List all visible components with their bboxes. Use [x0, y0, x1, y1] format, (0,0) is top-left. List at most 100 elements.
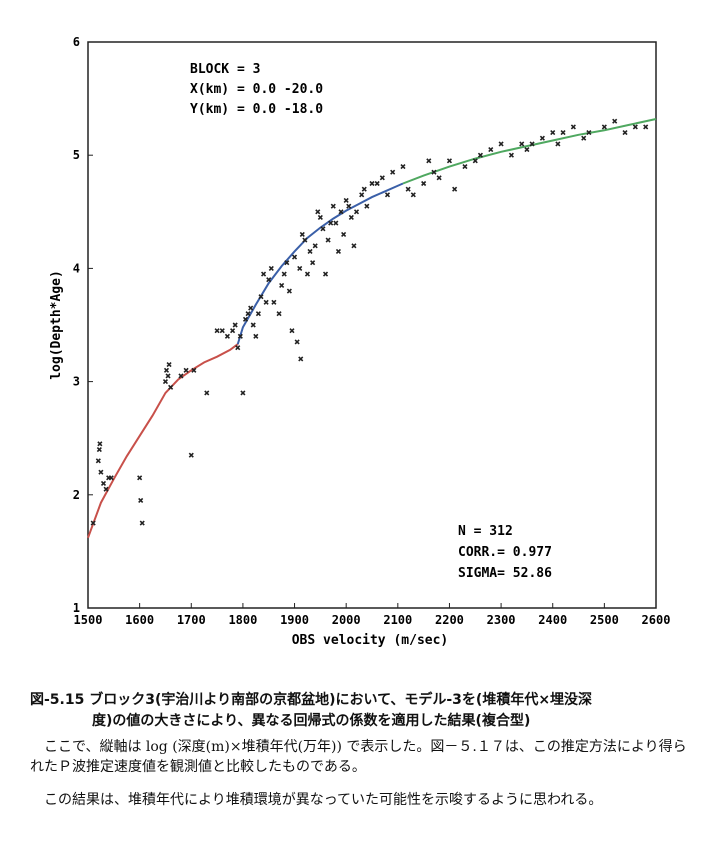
data-point	[294, 339, 300, 345]
data-point	[289, 328, 295, 334]
x-tick-label: 2100	[383, 613, 412, 627]
data-point	[137, 475, 143, 481]
data-point	[539, 135, 545, 141]
data-point	[446, 158, 453, 164]
data-point	[364, 203, 370, 209]
regression-curve-1	[87, 343, 239, 539]
y-tick-label: 1	[73, 601, 80, 615]
data-point	[253, 333, 259, 339]
data-point	[204, 390, 210, 396]
y-tick-label: 4	[73, 261, 80, 275]
block-info-line: Y(km) = 0.0 -18.0	[190, 102, 323, 117]
data-point	[96, 446, 102, 453]
data-point	[103, 486, 109, 492]
data-point	[361, 186, 367, 192]
block-info: BLOCK = 3 X(km) = 0.0 -20.0 Y(km) = 0.0 …	[190, 62, 323, 117]
data-point	[255, 311, 261, 317]
y-tick-label: 3	[73, 375, 80, 389]
data-point	[183, 367, 189, 373]
data-point	[302, 237, 308, 243]
data-point	[214, 328, 220, 334]
y-tick-label: 5	[73, 148, 80, 162]
data-point	[421, 180, 427, 187]
data-point	[98, 469, 104, 475]
figure-caption: 図-5.15 ブロック3(宇治川より南部の京都盆地)において、モデル-3を(堆積…	[30, 690, 700, 732]
x-tick-label: 1500	[74, 613, 103, 627]
data-point	[266, 277, 272, 283]
data-point	[612, 118, 618, 124]
x-tick-label: 2000	[332, 613, 361, 627]
data-point	[333, 220, 339, 226]
caption-line: 度)の値の大きさにより、異なる回帰式の係数を適用した結果(複合型)	[92, 713, 531, 729]
body-paragraph: この結果は、堆積年代により堆積環境が異なっていた可能性を示唆するように思われる。	[44, 792, 603, 808]
data-point	[298, 356, 304, 362]
data-point	[317, 214, 323, 221]
data-point	[353, 209, 360, 215]
data-point	[346, 203, 352, 209]
data-point	[165, 373, 171, 379]
data-point	[250, 322, 256, 328]
regression-curve-3	[402, 117, 657, 185]
data-point	[550, 129, 556, 136]
data-point	[242, 316, 249, 322]
data-point	[477, 152, 484, 158]
data-point	[90, 520, 96, 526]
data-point	[322, 271, 329, 277]
caption-line: 図-5.15 ブロック3(宇治川より南部の京都盆地)において、モデル-3を(堆積…	[30, 692, 593, 708]
x-tick-label: 2500	[590, 613, 619, 627]
y-tick-label: 2	[73, 488, 80, 502]
data-point	[555, 141, 561, 147]
x-tick-label: 2200	[435, 613, 464, 627]
data-point	[519, 141, 525, 147]
data-point	[271, 299, 277, 305]
data-point	[498, 141, 504, 147]
chart-svg: 1500 1600 1700 1800 1900 2000 2100 2200 2300 2400…	[49, 35, 670, 648]
stats-info: N = 312 CORR.= 0.977 SIGMA= 52.86	[458, 524, 552, 581]
data-point	[586, 129, 592, 136]
data-point	[279, 282, 285, 288]
data-point	[570, 124, 576, 130]
data-point	[284, 260, 290, 266]
data-point	[168, 384, 174, 390]
data-point	[219, 328, 225, 334]
data-point	[162, 379, 169, 385]
data-point	[369, 180, 375, 187]
data-point	[166, 362, 172, 368]
x-tick-label: 1800	[228, 613, 257, 627]
block-info-line: X(km) = 0.0 -20.0	[190, 82, 323, 97]
data-point	[276, 311, 282, 317]
data-point	[335, 248, 342, 254]
data-point	[351, 243, 357, 249]
y-tick-label: 6	[73, 35, 80, 49]
y-axis-label: log(Depth*Age)	[49, 270, 64, 380]
data-point	[260, 271, 267, 277]
data-point	[426, 158, 432, 164]
body-paragraph: ここで、縦軸は log (深度(m)×堆積年代(万年)) で表示した。図－５.１…	[30, 739, 687, 775]
data-point	[299, 231, 305, 238]
data-point	[374, 180, 380, 187]
data-point	[632, 124, 638, 130]
data-point	[560, 129, 566, 136]
data-point	[138, 497, 144, 504]
data-point	[235, 345, 241, 351]
stats-line: CORR.= 0.977	[458, 545, 552, 560]
data-point	[320, 226, 326, 232]
x-axis-ticks: 1500 1600 1700 1800 1900 2000 2100 2200 2300 2400…	[74, 603, 670, 627]
data-point	[263, 299, 269, 305]
data-point	[310, 260, 316, 266]
data-point	[508, 152, 514, 158]
data-point	[188, 452, 194, 458]
data-point	[108, 475, 114, 481]
data-point	[304, 271, 311, 277]
data-point	[462, 163, 468, 170]
data-point	[379, 175, 385, 181]
data-point	[232, 322, 238, 328]
data-point	[601, 124, 607, 130]
data-point	[291, 254, 298, 260]
data-point	[224, 333, 230, 339]
data-point	[524, 146, 530, 153]
data-point	[100, 480, 107, 487]
data-point	[405, 186, 411, 192]
data-point	[240, 390, 246, 396]
data-point	[348, 214, 354, 221]
